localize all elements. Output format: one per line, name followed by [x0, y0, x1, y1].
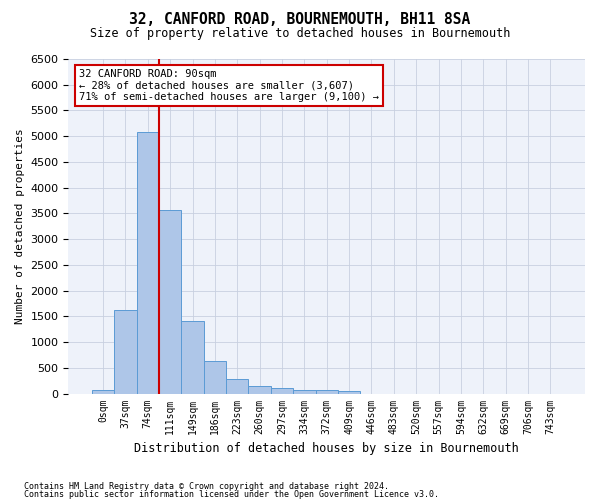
Bar	[338, 390, 360, 394]
Bar	[204, 362, 226, 394]
Text: Size of property relative to detached houses in Bournemouth: Size of property relative to detached ho…	[90, 28, 510, 40]
Bar	[293, 390, 316, 394]
Bar	[226, 378, 248, 394]
Bar	[248, 386, 271, 394]
Bar	[316, 390, 338, 394]
Text: Contains HM Land Registry data © Crown copyright and database right 2024.: Contains HM Land Registry data © Crown c…	[24, 482, 389, 491]
Bar	[181, 322, 204, 394]
Bar	[137, 132, 159, 394]
Bar	[92, 390, 114, 394]
Bar	[271, 388, 293, 394]
Text: 32, CANFORD ROAD, BOURNEMOUTH, BH11 8SA: 32, CANFORD ROAD, BOURNEMOUTH, BH11 8SA	[130, 12, 470, 28]
Y-axis label: Number of detached properties: Number of detached properties	[15, 128, 25, 324]
Text: Contains public sector information licensed under the Open Government Licence v3: Contains public sector information licen…	[24, 490, 439, 499]
Bar	[159, 210, 181, 394]
X-axis label: Distribution of detached houses by size in Bournemouth: Distribution of detached houses by size …	[134, 442, 519, 455]
Bar	[114, 310, 137, 394]
Text: 32 CANFORD ROAD: 90sqm
← 28% of detached houses are smaller (3,607)
71% of semi-: 32 CANFORD ROAD: 90sqm ← 28% of detached…	[79, 69, 379, 102]
